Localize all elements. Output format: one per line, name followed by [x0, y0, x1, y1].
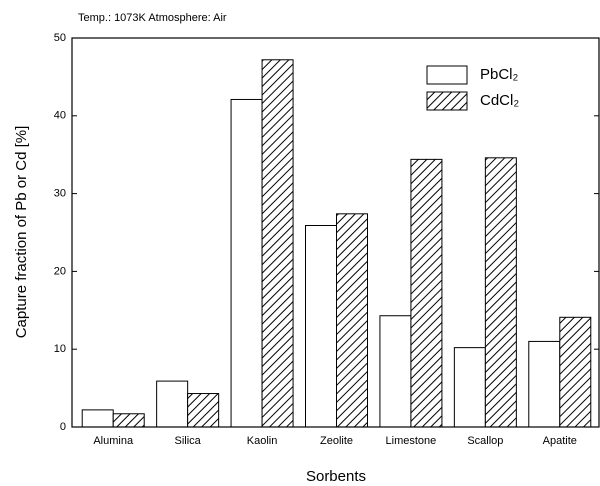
- x-tick-label: Kaolin: [247, 435, 278, 447]
- x-tick-label: Zeolite: [320, 435, 353, 447]
- bar: [112, 413, 145, 428]
- bar: [261, 59, 294, 428]
- y-tick-label: 30: [54, 188, 66, 200]
- legend-label: PbCl₂: [480, 66, 519, 83]
- y-tick-label: 10: [54, 343, 66, 355]
- y-tick-label: 0: [60, 421, 66, 433]
- bar: [81, 409, 114, 428]
- bar: [453, 347, 486, 428]
- bar: [410, 158, 443, 428]
- legend-label: CdCl₂: [480, 92, 519, 109]
- x-tick-label: Limestone: [386, 435, 437, 447]
- chart-title: Temp.: 1073K Atmosphere: Air: [78, 12, 227, 24]
- y-axis-label: Capture fraction of Pb or Cd [%]: [13, 126, 30, 339]
- bar: [484, 157, 517, 428]
- legend-swatch: [426, 65, 468, 85]
- bar: [336, 213, 368, 428]
- x-tick-label: Silica: [174, 435, 201, 447]
- y-tick-label: 40: [54, 110, 66, 122]
- x-tick-label: Scallop: [467, 435, 503, 447]
- bar: [305, 224, 337, 428]
- bar: [379, 315, 412, 428]
- bar: [156, 380, 189, 428]
- bar: [230, 98, 263, 428]
- plot-frame: [71, 37, 600, 428]
- y-tick-label: 50: [54, 32, 66, 44]
- x-tick-label: Apatite: [543, 435, 577, 447]
- legend-swatch: [426, 91, 468, 111]
- bar: [528, 340, 561, 428]
- bar: [559, 316, 592, 428]
- x-tick-label: Alumina: [93, 435, 134, 447]
- x-axis-label: Sorbents: [306, 468, 366, 485]
- y-tick-label: 20: [54, 265, 66, 277]
- bar: [187, 393, 220, 428]
